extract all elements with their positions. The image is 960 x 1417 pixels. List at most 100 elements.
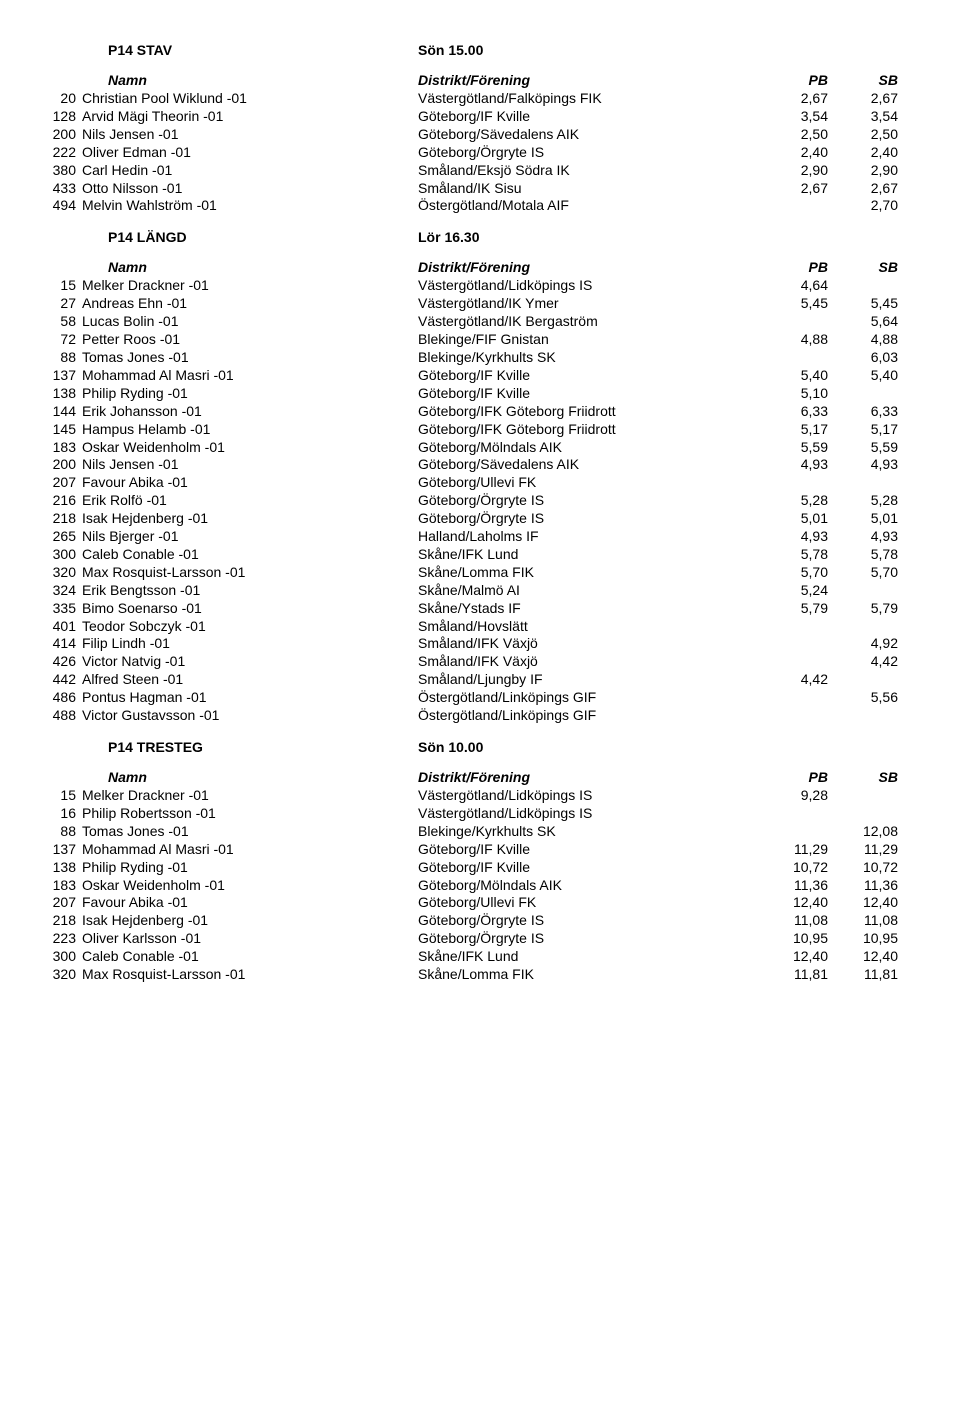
sb-value: 6,33 [828, 403, 898, 421]
result-row: 488Victor Gustavsson -01Östergötland/Lin… [40, 707, 920, 725]
result-row: 300Caleb Conable -01Skåne/IFK Lund5,785,… [40, 546, 920, 564]
district-club: Göteborg/Örgryte IS [418, 144, 758, 162]
col-sb: SB [828, 259, 898, 275]
pb-value: 4,88 [758, 331, 828, 349]
pb-value [758, 823, 828, 841]
sb-value: 4,93 [828, 456, 898, 474]
bib-number: 324 [40, 582, 82, 600]
pb-value: 5,40 [758, 367, 828, 385]
bib-number: 442 [40, 671, 82, 689]
sb-value: 4,88 [828, 331, 898, 349]
athlete-name: Andreas Ehn -01 [82, 295, 418, 313]
athlete-name: Alfred Steen -01 [82, 671, 418, 689]
district-club: Småland/IK Sisu [418, 180, 758, 198]
district-club: Skåne/Lomma FIK [418, 564, 758, 582]
pb-value [758, 474, 828, 492]
result-row: 144Erik Johansson -01Göteborg/IFK Götebo… [40, 403, 920, 421]
athlete-name: Hampus Helamb -01 [82, 421, 418, 439]
result-row: 183Oskar Weidenholm -01Göteborg/Mölndals… [40, 439, 920, 457]
bib-number: 144 [40, 403, 82, 421]
pb-value [758, 313, 828, 331]
district-club: Göteborg/Ullevi FK [418, 894, 758, 912]
result-row: 216Erik Rolfö -01Göteborg/Örgryte IS5,28… [40, 492, 920, 510]
result-row: 20Christian Pool Wiklund -01Västergötlan… [40, 90, 920, 108]
bib-number: 88 [40, 349, 82, 367]
pb-value: 5,45 [758, 295, 828, 313]
athlete-name: Erik Johansson -01 [82, 403, 418, 421]
sb-value: 10,72 [828, 859, 898, 877]
col-district: Distrikt/Förening [418, 72, 758, 88]
event-title: P14 LÄNGD [108, 229, 418, 245]
sb-value [828, 707, 898, 725]
bib-number: 218 [40, 912, 82, 930]
result-row: 15Melker Drackner -01Västergötland/Lidkö… [40, 787, 920, 805]
pb-value [758, 618, 828, 636]
athlete-name: Isak Hejdenberg -01 [82, 510, 418, 528]
bib-number: 183 [40, 877, 82, 895]
pb-value: 5,01 [758, 510, 828, 528]
sb-value: 5,01 [828, 510, 898, 528]
result-row: 218Isak Hejdenberg -01Göteborg/Örgryte I… [40, 912, 920, 930]
bib-number: 300 [40, 948, 82, 966]
sb-value [828, 277, 898, 295]
event-time: Sön 10.00 [418, 739, 483, 755]
sb-value: 2,67 [828, 90, 898, 108]
district-club: Göteborg/Örgryte IS [418, 930, 758, 948]
col-sb: SB [828, 769, 898, 785]
athlete-name: Carl Hedin -01 [82, 162, 418, 180]
bib-number: 320 [40, 564, 82, 582]
sb-value: 6,03 [828, 349, 898, 367]
district-club: Skåne/Lomma FIK [418, 966, 758, 984]
athlete-name: Petter Roos -01 [82, 331, 418, 349]
sb-value [828, 787, 898, 805]
district-club: Småland/Hovslätt [418, 618, 758, 636]
sb-value: 11,29 [828, 841, 898, 859]
pb-value: 2,67 [758, 90, 828, 108]
sb-value: 11,81 [828, 966, 898, 984]
athlete-name: Lucas Bolin -01 [82, 313, 418, 331]
district-club: Blekinge/Kyrkhults SK [418, 823, 758, 841]
sb-value: 4,42 [828, 653, 898, 671]
col-district: Distrikt/Förening [418, 769, 758, 785]
district-club: Göteborg/Sävedalens AIK [418, 126, 758, 144]
bib-number: 320 [40, 966, 82, 984]
district-club: Göteborg/Mölndals AIK [418, 877, 758, 895]
sb-value: 4,93 [828, 528, 898, 546]
district-club: Västergötland/IK Ymer [418, 295, 758, 313]
district-club: Göteborg/Örgryte IS [418, 912, 758, 930]
pb-value: 5,79 [758, 600, 828, 618]
athlete-name: Philip Ryding -01 [82, 859, 418, 877]
district-club: Småland/IFK Växjö [418, 635, 758, 653]
sb-value: 5,28 [828, 492, 898, 510]
athlete-name: Otto Nilsson -01 [82, 180, 418, 198]
athlete-name: Favour Abika -01 [82, 474, 418, 492]
bib-number: 486 [40, 689, 82, 707]
pb-value: 6,33 [758, 403, 828, 421]
result-row: 137Mohammad Al Masri -01Göteborg/IF Kvil… [40, 367, 920, 385]
result-row: 324Erik Bengtsson -01Skåne/Malmö AI5,24 [40, 582, 920, 600]
result-row: 265Nils Bjerger -01Halland/Laholms IF4,9… [40, 528, 920, 546]
pb-value: 4,93 [758, 528, 828, 546]
result-row: 426Victor Natvig -01Småland/IFK Växjö4,4… [40, 653, 920, 671]
bib-number: 138 [40, 859, 82, 877]
result-row: 88Tomas Jones -01Blekinge/Kyrkhults SK12… [40, 823, 920, 841]
bib-number: 222 [40, 144, 82, 162]
result-row: 72Petter Roos -01Blekinge/FIF Gnistan4,8… [40, 331, 920, 349]
pb-value: 5,10 [758, 385, 828, 403]
result-row: 320Max Rosquist-Larsson -01Skåne/Lomma F… [40, 966, 920, 984]
district-club: Västergötland/Lidköpings IS [418, 805, 758, 823]
athlete-name: Nils Jensen -01 [82, 126, 418, 144]
result-row: 137Mohammad Al Masri -01Göteborg/IF Kvil… [40, 841, 920, 859]
athlete-name: Philip Ryding -01 [82, 385, 418, 403]
bib-number: 16 [40, 805, 82, 823]
bib-number: 200 [40, 456, 82, 474]
district-club: Östergötland/Motala AIF [418, 197, 758, 215]
result-row: 222Oliver Edman -01Göteborg/Örgryte IS2,… [40, 144, 920, 162]
col-pb: PB [758, 72, 828, 88]
bib-number: 488 [40, 707, 82, 725]
result-row: 335Bimo Soenarso -01Skåne/Ystads IF5,795… [40, 600, 920, 618]
col-name: Namn [108, 769, 418, 785]
district-club: Småland/Eksjö Södra IK [418, 162, 758, 180]
athlete-name: Pontus Hagman -01 [82, 689, 418, 707]
athlete-name: Nils Jensen -01 [82, 456, 418, 474]
